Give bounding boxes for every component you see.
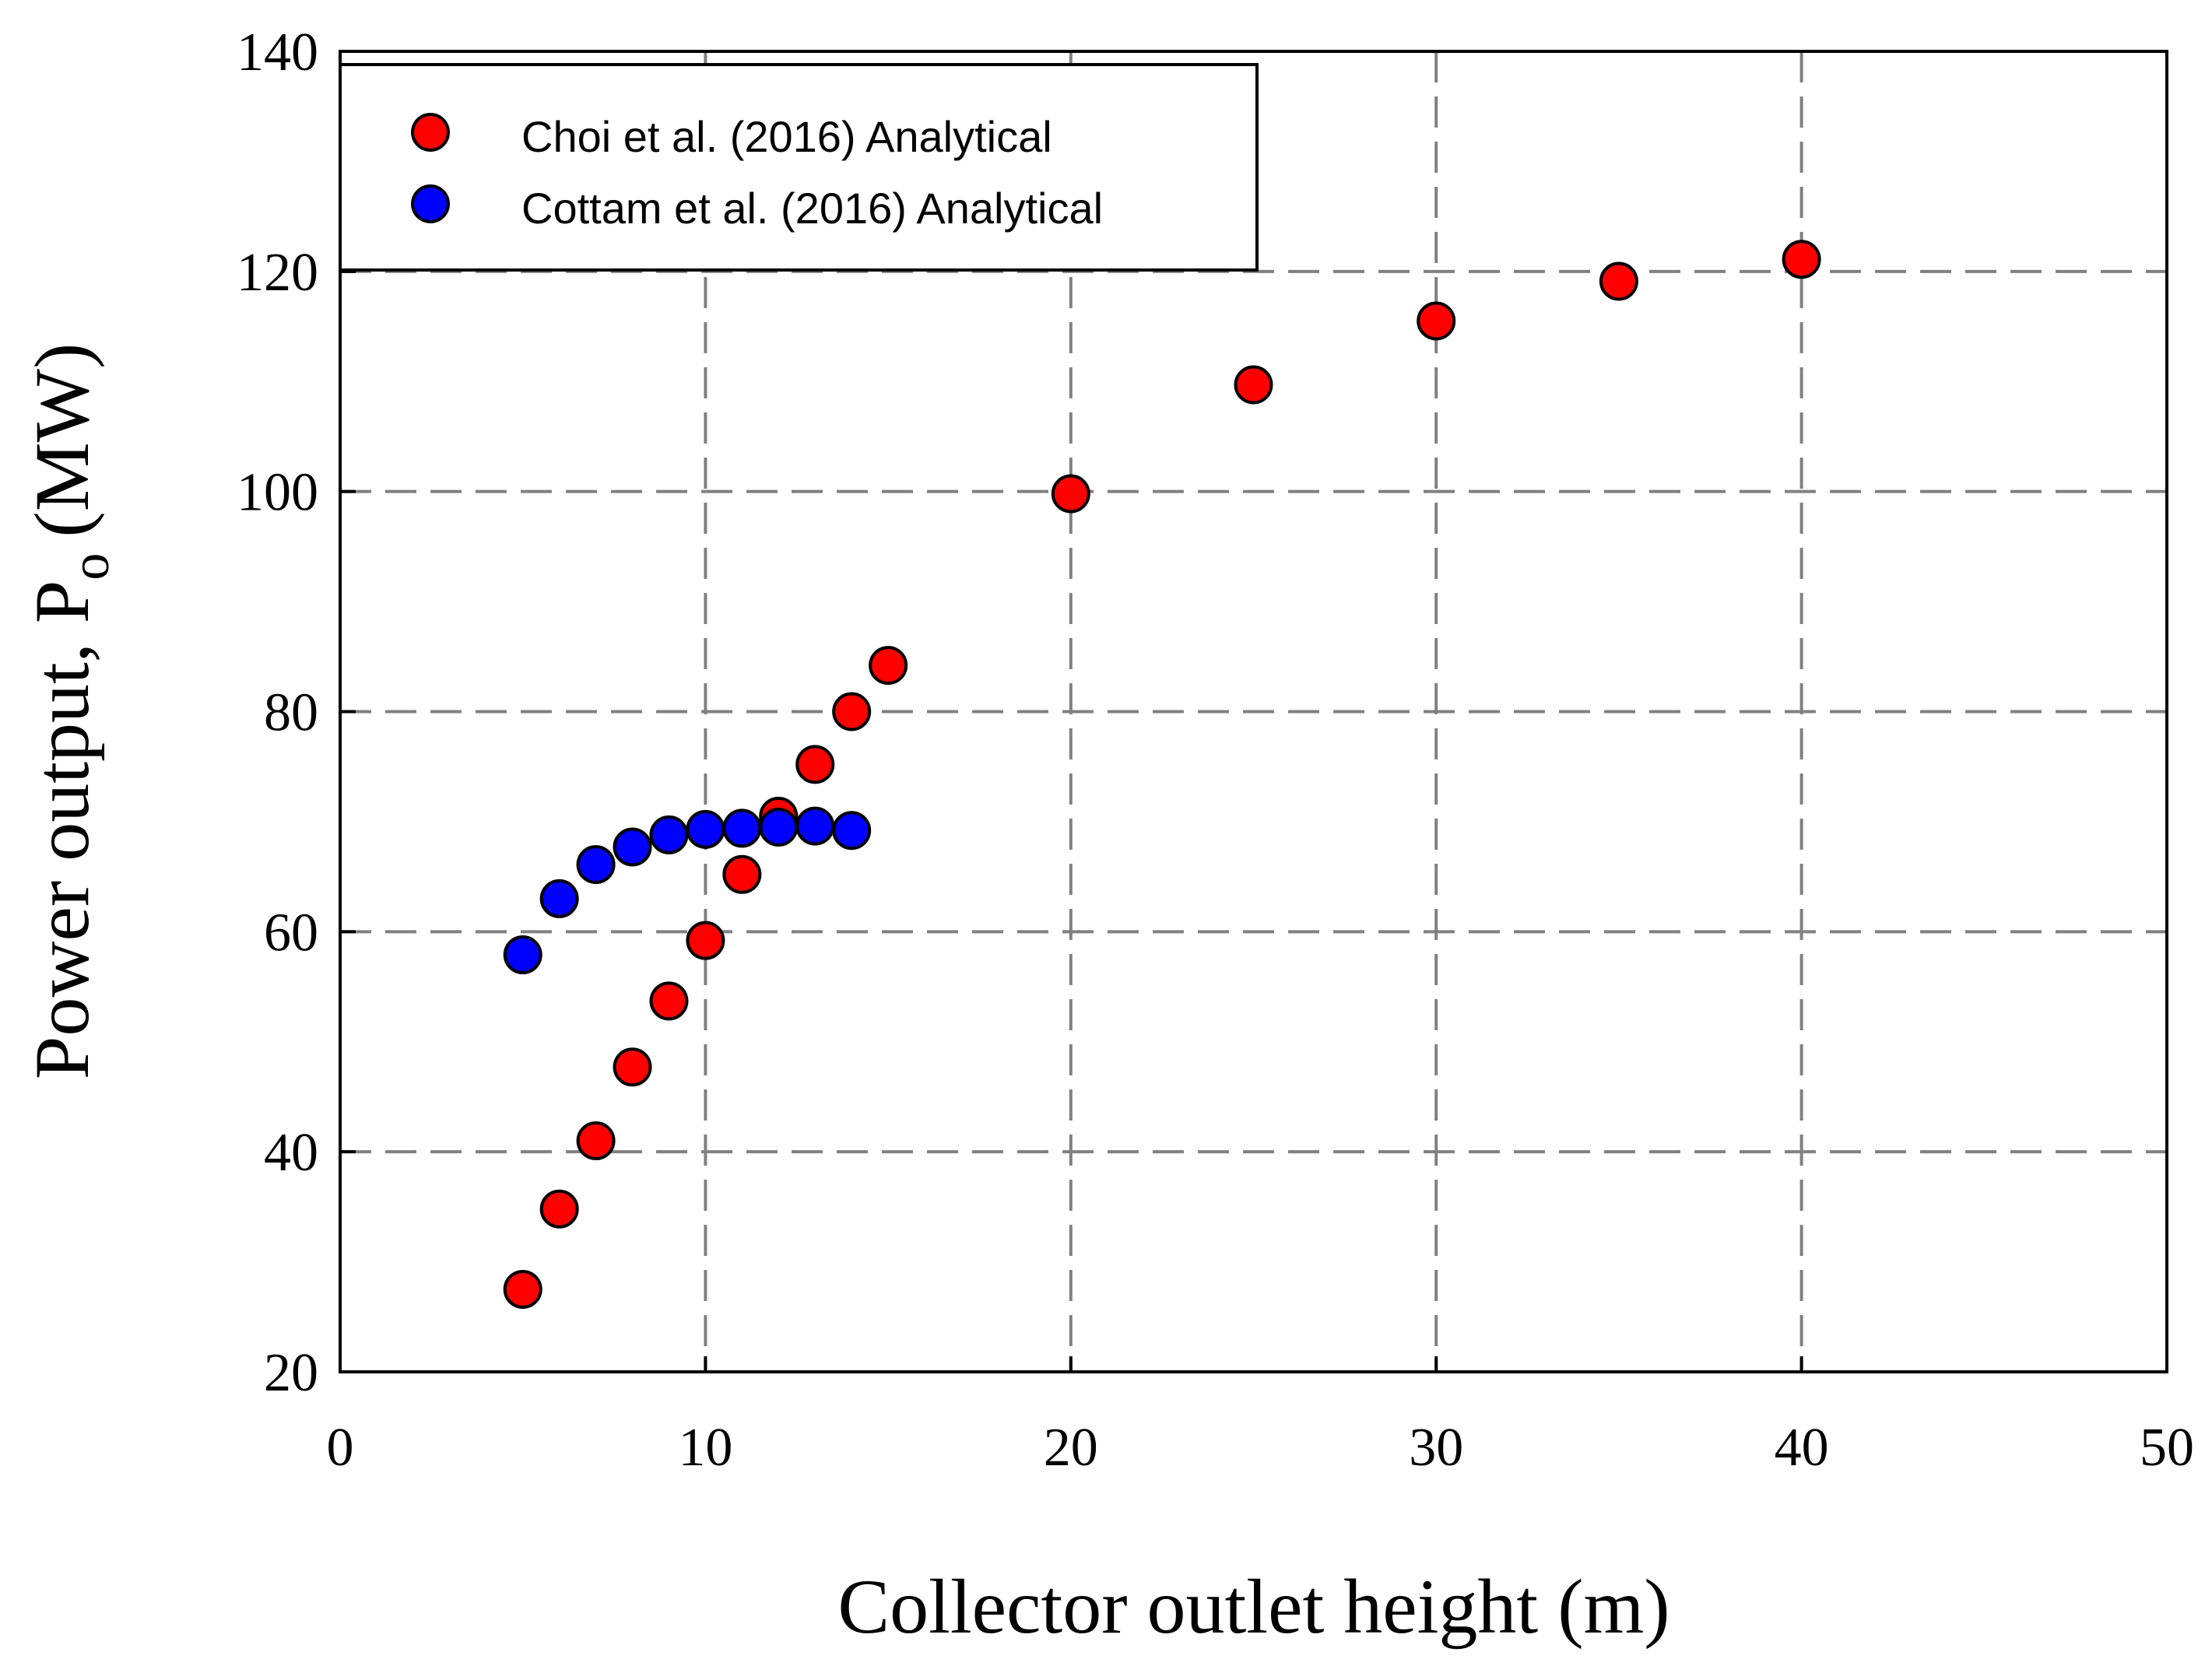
choi-point <box>795 745 835 784</box>
x-tick-label: 10 <box>678 1418 732 1478</box>
choi-point <box>649 981 689 1021</box>
data-points <box>503 240 1821 1309</box>
y-axis-title: Power output, Po (MW) <box>19 343 121 1080</box>
y-tick-label: 120 <box>237 243 318 303</box>
cottam-point <box>759 807 799 847</box>
choi-point <box>613 1047 652 1087</box>
axis-ticks: 0 10 20 30 40 50 20 40 60 80 100 120 140 <box>237 23 2194 1478</box>
choi-point <box>503 1269 542 1309</box>
choi-point <box>1599 261 1638 301</box>
y-tick-label: 20 <box>264 1343 318 1403</box>
cottam-point <box>795 806 835 846</box>
choi-point <box>686 921 725 960</box>
svg-text:Power output, Po(MW): Power output, Po (MW) <box>19 343 121 1080</box>
choi-point <box>1417 301 1456 341</box>
choi-point <box>722 854 762 894</box>
legend-marker-cottam <box>411 184 450 223</box>
x-axis-title: Collector outlet height (m) <box>837 1563 1670 1650</box>
x-tick-label: 0 <box>327 1418 354 1478</box>
y-tick-label: 40 <box>264 1123 318 1183</box>
choi-point <box>1782 240 1821 279</box>
y-tick-label: 100 <box>237 463 318 523</box>
cottam-point <box>576 845 616 885</box>
legend-label-cottam: Cottam et al. (2016) Analytical <box>521 184 1103 233</box>
choi-point <box>1234 365 1273 405</box>
cottam-point <box>832 811 872 851</box>
x-tick-label: 40 <box>1775 1418 1829 1478</box>
cottam-point <box>539 879 579 918</box>
cottam-point <box>686 809 725 849</box>
choi-point <box>539 1189 579 1229</box>
y-axis-title-unit: (MW) <box>19 343 105 538</box>
y-tick-label: 140 <box>237 23 318 82</box>
legend-box <box>339 63 1259 272</box>
x-tick-label: 30 <box>1409 1418 1463 1478</box>
choi-point <box>869 646 908 686</box>
choi-point <box>1051 474 1090 514</box>
x-tick-label: 20 <box>1044 1418 1098 1478</box>
y-axis-title-main: Power output, P <box>19 580 105 1080</box>
legend-label-choi: Choi et al. (2016) Analytical <box>521 112 1052 161</box>
choi-point <box>576 1121 616 1161</box>
cottam-point <box>503 935 542 975</box>
legend-marker-choi <box>411 113 450 152</box>
cottam-point <box>649 815 689 854</box>
y-tick-label: 60 <box>264 903 318 963</box>
y-tick-label: 80 <box>264 683 318 743</box>
choi-point <box>832 692 872 731</box>
legend: Choi et al. (2016) Analytical Cottam et … <box>339 63 1259 272</box>
y-axis-title-subscript: o <box>61 553 121 580</box>
cottam-point <box>613 827 652 867</box>
cottam-point <box>722 808 762 848</box>
x-tick-label: 50 <box>2140 1418 2194 1478</box>
